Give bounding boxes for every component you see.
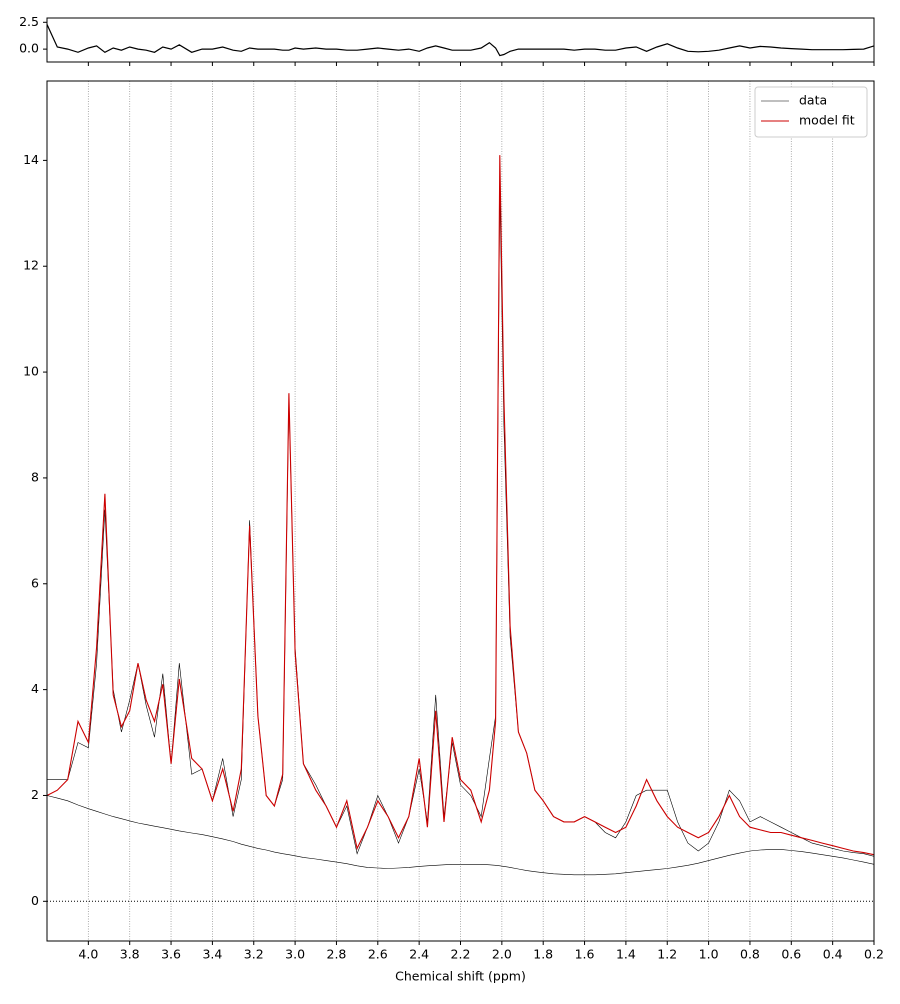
y-tick-label: 10 (23, 364, 39, 379)
x-tick-label: 3.6 (161, 947, 181, 962)
x-tick-label: 3.2 (244, 947, 264, 962)
x-tick-label: 0.4 (823, 947, 843, 962)
y-tick-label: 2.5 (19, 14, 39, 29)
y-tick-label: 2 (31, 787, 39, 802)
x-tick-label: 2.0 (492, 947, 512, 962)
y-tick-label: 14 (23, 152, 39, 167)
legend-label: model fit (799, 113, 855, 128)
y-tick-label: 0.0 (19, 41, 39, 56)
x-tick-label: 4.0 (78, 947, 98, 962)
x-tick-label: 1.4 (616, 947, 636, 962)
x-tick-label: 2.6 (368, 947, 388, 962)
x-tick-label: 2.4 (409, 947, 429, 962)
series-line (47, 155, 874, 856)
y-tick-label: 6 (31, 575, 39, 590)
x-tick-label: 1.8 (533, 947, 553, 962)
axes-frame (46, 80, 875, 942)
x-tick-label: 1.0 (699, 947, 719, 962)
y-tick-label: 12 (23, 258, 39, 273)
x-tick-label: 3.0 (285, 947, 305, 962)
y-tick-label: 0 (31, 893, 39, 908)
x-tick-label: 1.6 (575, 947, 595, 962)
series-line (47, 24, 874, 57)
x-tick-label: 2.2 (451, 947, 471, 962)
x-tick-label: 2.8 (327, 947, 347, 962)
x-tick-label: 1.2 (657, 947, 677, 962)
y-tick-label: 4 (31, 681, 39, 696)
x-tick-label: 0.2 (864, 947, 884, 962)
series-line (47, 795, 874, 876)
y-tick-label: 8 (31, 469, 39, 484)
axes-frame (46, 17, 875, 63)
legend-box (754, 86, 868, 138)
x-tick-label: 3.4 (202, 947, 222, 962)
x-axis-label: Chemical shift (ppm) (395, 969, 526, 984)
legend-label: data (799, 93, 827, 108)
x-tick-label: 0.6 (781, 947, 801, 962)
x-tick-label: 3.8 (120, 947, 140, 962)
x-tick-label: 0.8 (740, 947, 760, 962)
